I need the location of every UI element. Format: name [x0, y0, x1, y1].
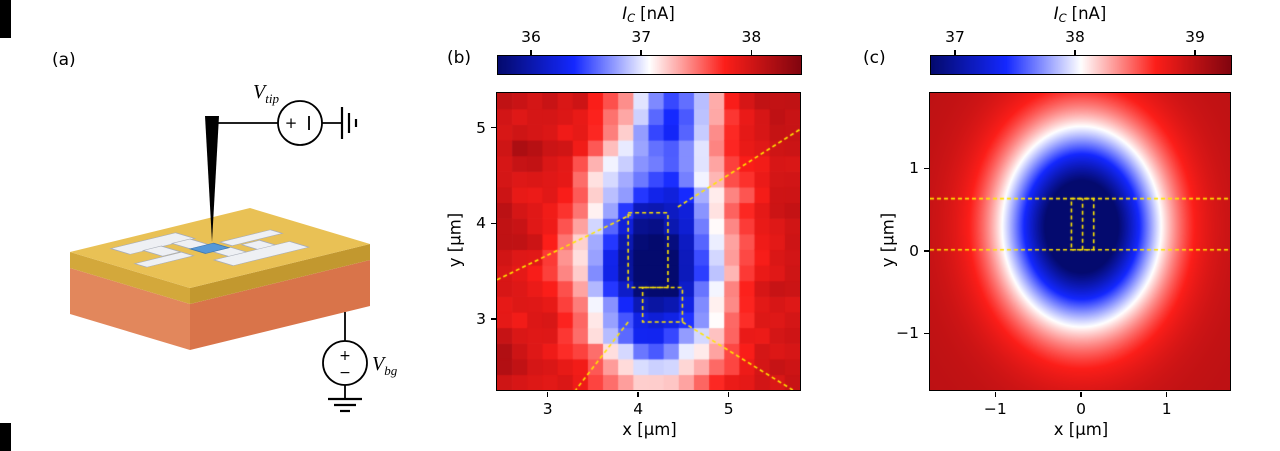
- colorbar-tick-label: 38: [741, 28, 762, 46]
- substrate-base-left-face: [70, 268, 190, 350]
- x-tick-label: 1: [1161, 400, 1172, 418]
- colorbar-tick-label: 37: [631, 28, 652, 46]
- backgate-plus-sign: +: [339, 348, 351, 364]
- substrate-base-right-face: [190, 260, 370, 350]
- x-tick-mark: [994, 392, 997, 397]
- colorbar-tick-mark: [1074, 50, 1076, 55]
- backgate-voltage-label: Vbg: [372, 353, 398, 378]
- panel-c-label: (c): [863, 48, 886, 68]
- substrate: [70, 208, 370, 350]
- panel-b-y-axis-label: y [μm]: [445, 212, 465, 268]
- gold-layer-right-face: [190, 244, 370, 304]
- x-tick-label: −1: [983, 400, 1007, 418]
- tip-voltage-circuit: [217, 100, 358, 146]
- x-tick-mark: [1165, 392, 1168, 397]
- critical-current-unit: [nA]: [640, 4, 675, 23]
- critical-current-symbol: I: [1053, 4, 1059, 23]
- y-tick-mark: [924, 332, 929, 334]
- critical-current-unit: [nA]: [1071, 4, 1107, 23]
- junction: [188, 242, 231, 254]
- x-tick-label: 3: [542, 400, 553, 418]
- colorbar-tick-label: 39: [1185, 28, 1205, 46]
- colorbar-tick-mark: [1194, 50, 1196, 55]
- critical-current-subscript: C: [627, 11, 636, 25]
- y-tick-mark: [924, 167, 929, 169]
- critical-current-subscript: C: [1058, 11, 1067, 25]
- y-tick-label: 5: [476, 118, 486, 137]
- colorbar-tick-label: 38: [1065, 28, 1085, 46]
- panel-a-label: (a): [52, 50, 76, 70]
- x-tick-label: 0: [1076, 400, 1086, 418]
- y-tick-label: −1: [896, 324, 919, 343]
- panel-b-colorbar: [497, 55, 802, 75]
- x-tick-mark: [727, 392, 730, 397]
- electrode: [212, 241, 311, 267]
- x-tick-mark: [1080, 392, 1082, 397]
- panel-c-x-ticks: −1 0 1: [931, 392, 1231, 422]
- panel-b-x-ticks: 3 4 5: [498, 392, 801, 422]
- y-tick-mark: [491, 126, 496, 129]
- scan-artifact-top-left: [0, 0, 11, 38]
- critical-current-symbol: I: [622, 4, 628, 23]
- electrode-pattern: [109, 229, 311, 268]
- backgate-minus-sign: −: [339, 365, 351, 381]
- colorbar-tick-mark: [530, 50, 532, 55]
- scanning-tip: [205, 116, 219, 242]
- colorbar-tick-label: 36: [521, 28, 541, 46]
- panel-b-label: (b): [447, 48, 472, 68]
- y-tick-mark: [491, 222, 496, 225]
- colorbar-tick-label: 37: [945, 28, 965, 46]
- tip-plus-sign: +: [285, 114, 298, 132]
- colorbar-tick-mark: [954, 50, 956, 55]
- panel-b-colorbar-ticks: 36 37 38: [498, 28, 801, 55]
- panel-b-x-axis-label: x [μm]: [622, 420, 677, 439]
- electrode: [141, 245, 182, 257]
- gold-layer-left-face: [70, 252, 190, 304]
- y-tick-mark: [491, 318, 496, 320]
- device-schematic: + Vtip + − Vbg: [70, 81, 398, 413]
- y-tick-mark: [924, 250, 929, 252]
- panel-c-heatmap: [929, 92, 1231, 391]
- panel-b-heatmap: [496, 92, 801, 391]
- panel-c-colorbar: [930, 55, 1232, 75]
- y-tick-label: 0: [909, 241, 919, 260]
- panel-b-colorbar-title: IC [nA]: [497, 4, 800, 26]
- panel-b-y-ticks: 3 4 5: [446, 94, 496, 391]
- panel-c-x-axis-label: x [μm]: [1053, 420, 1109, 439]
- panel-c-y-ticks: −1 0 1: [879, 94, 929, 391]
- y-tick-label: 3: [476, 310, 486, 329]
- tip-voltage-label: Vtip: [253, 81, 279, 106]
- colorbar-tick-mark: [640, 50, 642, 55]
- scan-artifact-bottom-left: [0, 423, 11, 451]
- x-tick-label: 5: [723, 400, 734, 418]
- panel-c-y-axis-label: y [μm]: [878, 212, 898, 268]
- y-tick-label: 4: [476, 214, 486, 233]
- x-tick-mark: [546, 392, 549, 397]
- electrode: [133, 251, 195, 268]
- panel-c-colorbar-ticks: 37 38 39: [931, 28, 1231, 55]
- panel-c-colorbar-title: IC [nA]: [930, 4, 1230, 26]
- x-tick-label: 4: [633, 400, 644, 418]
- electrode: [218, 229, 284, 247]
- colorbar-tick-mark: [750, 50, 753, 55]
- y-tick-label: 1: [909, 159, 919, 178]
- backgate-circuit: [322, 312, 368, 413]
- x-tick-mark: [637, 392, 639, 397]
